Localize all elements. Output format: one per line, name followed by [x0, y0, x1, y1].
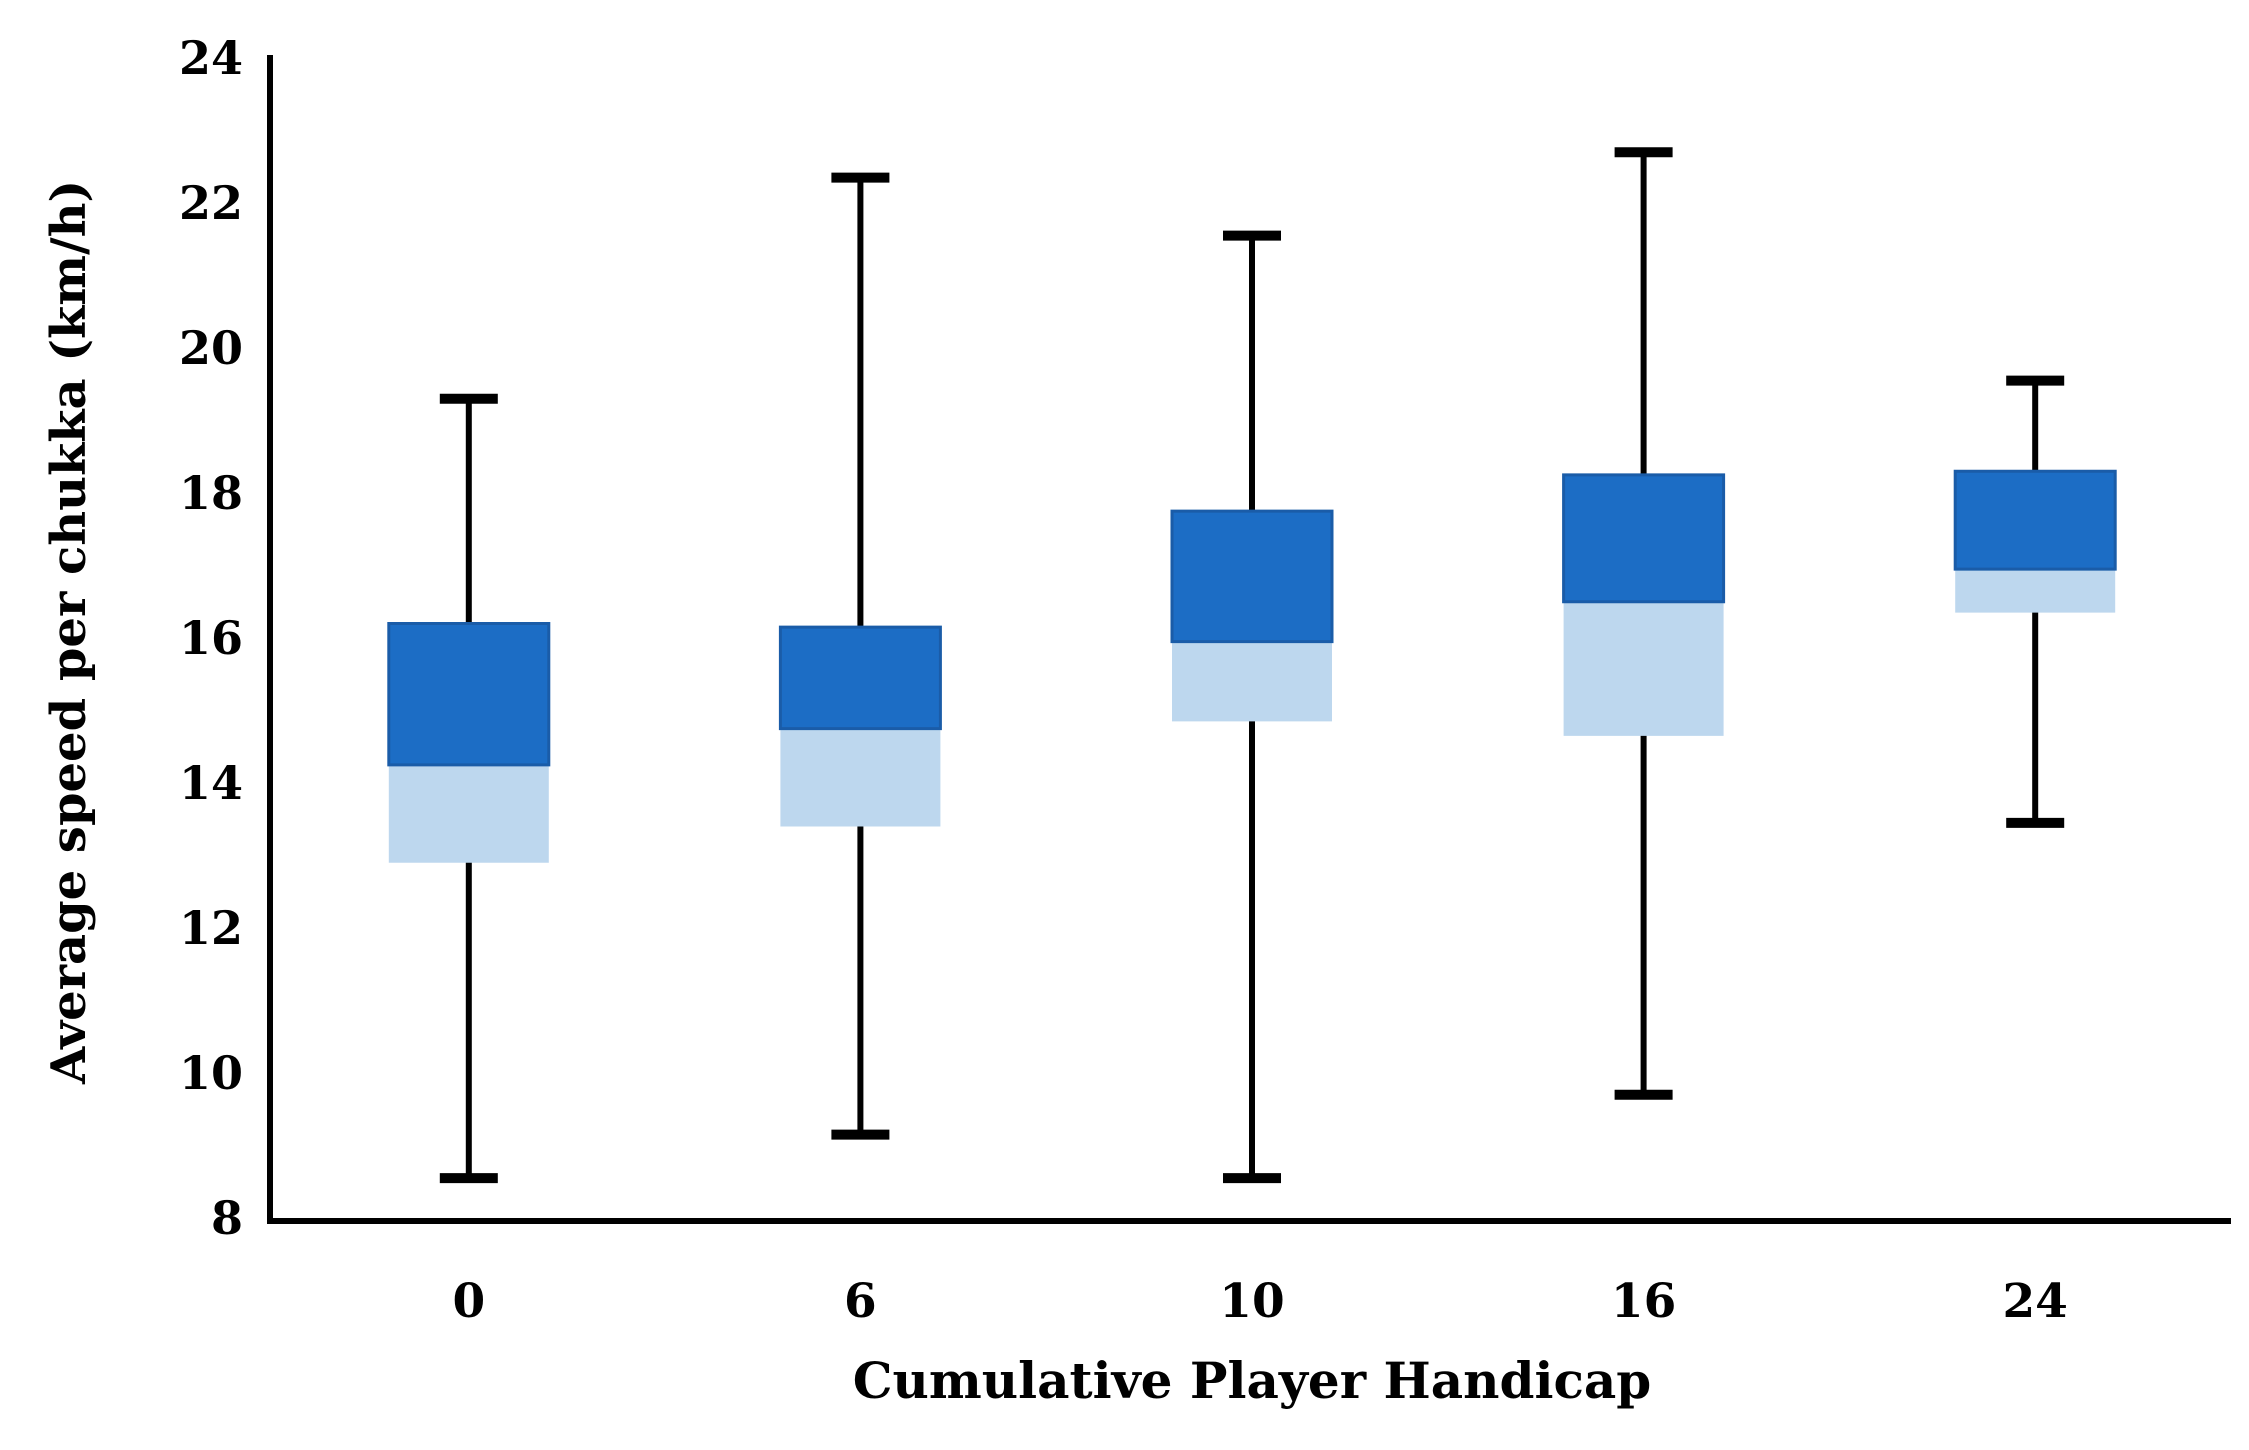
whisker-cap-max: [1614, 147, 1673, 158]
x-tick-label: 16: [1610, 1274, 1677, 1329]
y-tick-label: 8: [210, 1191, 243, 1245]
whisker-cap-max: [439, 393, 498, 404]
y-tick-label: 24: [178, 31, 243, 85]
y-tick-label: 12: [178, 901, 243, 955]
box-upper-quartile: [1562, 473, 1726, 604]
y-tick-label: 16: [178, 611, 243, 665]
whisker-cap-min: [1614, 1089, 1673, 1100]
box-lower-quartile: [1563, 601, 1724, 736]
x-axis-line: [267, 1218, 2231, 1224]
box-lower-quartile: [780, 728, 941, 827]
box-lower-quartile: [1172, 641, 1332, 722]
whisker-cap-min: [439, 1173, 498, 1184]
y-tick-label: 18: [178, 466, 243, 520]
x-axis-title: Cumulative Player Handicap: [852, 1351, 1652, 1410]
whisker-cap-max: [831, 172, 890, 183]
box-lower-quartile: [1955, 569, 2116, 613]
box-upper-quartile: [387, 622, 551, 767]
box-upper-quartile: [1170, 509, 1334, 644]
y-axis-title: Average speed per chukka (km/h): [41, 179, 97, 1084]
x-tick-label: 24: [2002, 1274, 2068, 1329]
box-upper-quartile: [778, 625, 942, 731]
whisker-cap-min: [1223, 1173, 1281, 1184]
whisker-cap-max: [1223, 230, 1281, 241]
box-lower-quartile: [388, 764, 549, 863]
whisker-cap-max: [2006, 375, 2065, 386]
x-tick-label: 6: [844, 1274, 877, 1329]
whisker-cap-min: [2006, 817, 2065, 828]
y-axis-line: [267, 55, 273, 1224]
x-tick-label: 10: [1219, 1274, 1285, 1329]
y-tick-label: 22: [178, 176, 243, 230]
y-tick-label: 10: [178, 1046, 243, 1100]
y-tick-label: 14: [178, 756, 243, 810]
whisker-cap-min: [831, 1129, 890, 1140]
y-tick-label: 20: [178, 321, 243, 375]
x-tick-label: 0: [452, 1274, 486, 1329]
box-upper-quartile: [1953, 469, 2117, 571]
